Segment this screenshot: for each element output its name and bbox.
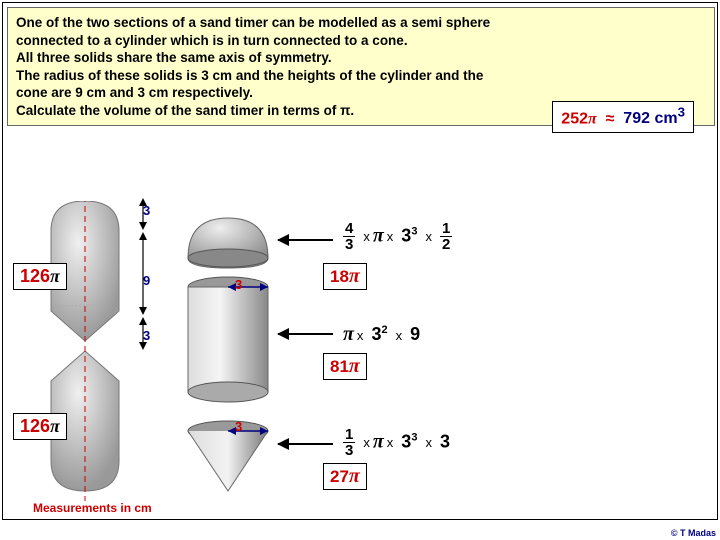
problem-line2: connected to a cylinder which is in turn… xyxy=(16,33,408,48)
radius-label-1: 3 xyxy=(235,277,242,292)
hemisphere-shape xyxy=(183,213,273,273)
cone-shape xyxy=(183,419,273,499)
half-volume-bottom: 126π xyxy=(13,413,67,440)
answer-exp: 3 xyxy=(678,105,685,120)
copyright: © T Madas xyxy=(671,528,716,538)
dim-arrows xyxy=(133,198,153,353)
page-frame: One of the two sections of a sand timer … xyxy=(2,2,718,520)
cylinder-shape xyxy=(183,275,273,405)
calc-hemisphere: 43 xπx 33 x 12 xyxy=(343,221,452,252)
result-hemisphere: 18π xyxy=(323,263,367,290)
problem-line1: One of the two sections of a sand timer … xyxy=(16,15,490,30)
arrow-cone xyxy=(278,443,333,445)
measurements-note: Measurements in cm xyxy=(33,501,152,515)
calc-cone: 13 xπx 33 x 3 xyxy=(343,427,450,458)
sandtimer-shape xyxy=(41,201,129,501)
answer-approx: 792 xyxy=(623,110,650,127)
result-cone: 27π xyxy=(323,463,367,490)
problem-line5: cone are 9 cm and 3 cm respectively. xyxy=(16,85,253,100)
calc-cylinder: πx 32 x 9 xyxy=(343,323,420,346)
problem-line4: The radius of these solids is 3 cm and t… xyxy=(16,68,483,83)
problem-line3: All three solids share the same axis of … xyxy=(16,50,332,65)
result-cylinder: 81π xyxy=(323,353,367,380)
final-answer: 252π ≈ 792 cm3 xyxy=(552,101,694,133)
answer-unit: cm xyxy=(654,110,677,127)
radius-label-2: 3 xyxy=(235,419,242,434)
arrow-hemi xyxy=(278,239,333,241)
arrow-cyl xyxy=(278,333,333,335)
answer-value: 252 xyxy=(561,110,588,127)
problem-line6: Calculate the volume of the sand timer i… xyxy=(16,103,354,118)
problem-statement: One of the two sections of a sand timer … xyxy=(7,7,715,126)
half-volume-top: 126π xyxy=(13,263,67,290)
